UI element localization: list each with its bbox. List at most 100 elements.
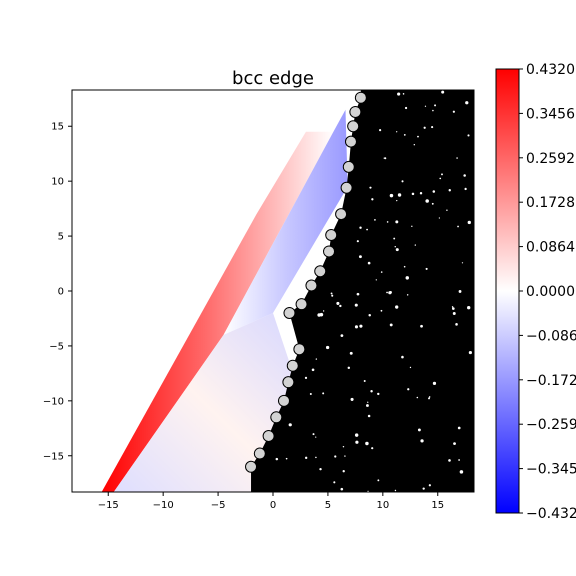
atom-gap — [339, 304, 342, 308]
atom-gap — [417, 428, 421, 432]
atom-gap — [397, 92, 401, 96]
atom-gap — [434, 104, 437, 107]
atom-gap — [407, 388, 410, 391]
atom-gap — [403, 134, 406, 136]
x-axis: −15 −10 −5 0 5 10 15 — [98, 492, 444, 511]
colorbar-tick-label: 0.4320 — [526, 62, 575, 78]
atom-gap — [425, 267, 428, 270]
colorbar: 0.4320 0.3456 0.2592 0.1728 0.0864 0.0000 −0.0… — [495, 62, 576, 522]
x-tick-label: 15 — [431, 500, 444, 511]
colorbar-ticks: 0.4320 0.3456 0.2592 0.1728 0.0864 0.0000 −0.0… — [519, 62, 576, 522]
colorbar-tick-label: −0.0864 — [526, 328, 576, 344]
atom-gap — [354, 325, 358, 329]
plot-area — [72, 90, 474, 492]
atom-marker — [253, 447, 266, 460]
atom-gap — [465, 101, 469, 105]
atom-gap — [379, 129, 382, 132]
atom-gap — [441, 90, 445, 94]
atom-gap — [344, 455, 346, 457]
colorbar-tick-label: −0.4320 — [526, 506, 576, 522]
atom-gap — [438, 217, 440, 219]
atom-gap — [420, 324, 423, 328]
atom-cluster — [251, 90, 474, 492]
atom-gap — [457, 225, 459, 228]
atom-gap — [312, 433, 315, 436]
atom-gap — [358, 255, 362, 259]
atom-gap — [422, 487, 425, 490]
y-tick-label: 5 — [58, 232, 64, 243]
atom-gap — [464, 187, 467, 191]
boundary-atoms — [245, 91, 367, 473]
y-tick-label: 0 — [58, 287, 64, 298]
x-tick-label: −5 — [211, 500, 226, 511]
atom-gap — [319, 467, 322, 471]
atom-gap — [367, 261, 371, 265]
atom-gap — [458, 459, 460, 461]
atom-gap — [342, 445, 345, 448]
atom-gap — [322, 392, 325, 395]
atom-marker — [340, 181, 353, 194]
atom-gap — [395, 248, 399, 252]
atom-gap — [396, 199, 398, 202]
atom-gap — [459, 470, 464, 474]
atom-gap — [331, 294, 334, 297]
atom-gap — [401, 355, 404, 359]
atom-marker — [354, 91, 367, 104]
atom-gap — [356, 292, 360, 296]
atom-gap — [467, 134, 470, 137]
atom-gap — [370, 390, 373, 393]
atom-gap — [366, 404, 369, 407]
atom-gap — [363, 380, 366, 382]
atom-gap — [359, 324, 363, 328]
atom-gap — [420, 439, 424, 443]
atom-gap — [394, 489, 397, 492]
atom-gap — [413, 144, 416, 146]
atom-gap — [304, 376, 308, 380]
y-axis: −15 −10 −5 0 5 10 15 — [43, 122, 72, 462]
atom-gap — [439, 177, 442, 180]
atom-gap — [377, 392, 380, 396]
atom-gap — [467, 306, 471, 310]
atom-gap — [315, 436, 317, 438]
y-tick-label: −10 — [43, 396, 64, 407]
chart-title: bcc edge — [232, 68, 314, 89]
x-tick-label: 0 — [270, 500, 276, 511]
atom-gap — [441, 173, 443, 176]
colorbar-tick-label: −0.1728 — [526, 373, 576, 389]
atom-gap — [386, 291, 388, 294]
atom-gap — [425, 199, 429, 203]
atom-gap — [402, 93, 405, 95]
atom-gap — [377, 479, 380, 482]
atom-gap — [428, 397, 430, 400]
atom-gap — [411, 192, 415, 196]
atom-gap — [285, 457, 288, 460]
atom-gap — [288, 423, 292, 427]
atom-gap — [368, 314, 371, 317]
atom-gap — [468, 351, 472, 355]
atom-gap — [411, 225, 413, 228]
atom-marker — [349, 105, 362, 118]
colorbar-tick-label: −0.3456 — [526, 462, 576, 478]
atom-gap — [356, 240, 359, 243]
atom-gap — [452, 110, 455, 113]
atom-gap — [347, 366, 351, 370]
y-tick-label: −15 — [43, 451, 64, 462]
region-lower-region — [113, 312, 295, 492]
atom-gap — [365, 441, 369, 446]
atom-gap — [380, 271, 383, 273]
atom-gap — [367, 401, 369, 403]
atom-gap — [322, 310, 325, 312]
atom-gap — [463, 174, 466, 177]
atom-marker — [286, 359, 299, 372]
atom-gap — [374, 219, 376, 221]
atom-gap — [431, 202, 434, 205]
atom-marker — [314, 265, 327, 278]
atom-gap — [453, 442, 456, 446]
colorbar-tick-label: 0.0000 — [526, 284, 575, 300]
atom-gap — [414, 244, 416, 246]
region-left-wedge — [101, 131, 334, 492]
atom-gap — [309, 393, 312, 396]
atom-gap — [366, 228, 368, 231]
atom-gap — [389, 290, 392, 294]
